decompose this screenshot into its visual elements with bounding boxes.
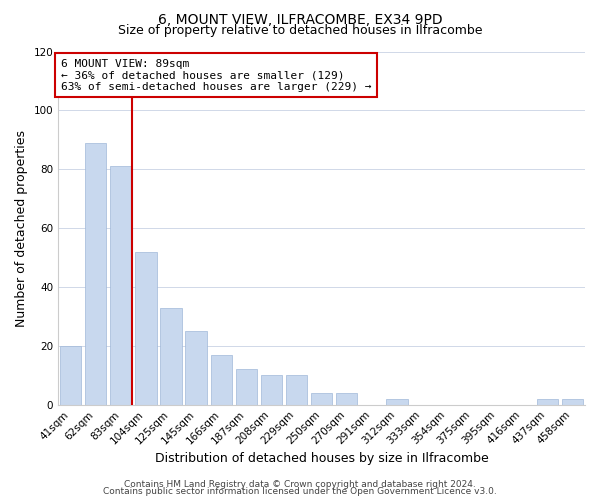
X-axis label: Distribution of detached houses by size in Ilfracombe: Distribution of detached houses by size … — [155, 452, 488, 465]
Text: 6, MOUNT VIEW, ILFRACOMBE, EX34 9PD: 6, MOUNT VIEW, ILFRACOMBE, EX34 9PD — [158, 12, 442, 26]
Bar — [60, 346, 82, 405]
Bar — [136, 252, 157, 404]
Text: Contains HM Land Registry data © Crown copyright and database right 2024.: Contains HM Land Registry data © Crown c… — [124, 480, 476, 489]
Text: Contains public sector information licensed under the Open Government Licence v3: Contains public sector information licen… — [103, 487, 497, 496]
Bar — [537, 399, 558, 404]
Bar — [236, 370, 257, 404]
Bar — [110, 166, 131, 404]
Bar — [311, 393, 332, 404]
Text: Size of property relative to detached houses in Ilfracombe: Size of property relative to detached ho… — [118, 24, 482, 37]
Bar — [211, 354, 232, 405]
Bar — [160, 308, 182, 404]
Bar — [386, 399, 407, 404]
Bar — [336, 393, 358, 404]
Bar — [85, 142, 106, 404]
Y-axis label: Number of detached properties: Number of detached properties — [15, 130, 28, 326]
Bar — [185, 331, 207, 404]
Bar — [562, 399, 583, 404]
Bar — [286, 376, 307, 404]
Bar — [261, 376, 282, 404]
Text: 6 MOUNT VIEW: 89sqm
← 36% of detached houses are smaller (129)
63% of semi-detac: 6 MOUNT VIEW: 89sqm ← 36% of detached ho… — [61, 58, 371, 92]
